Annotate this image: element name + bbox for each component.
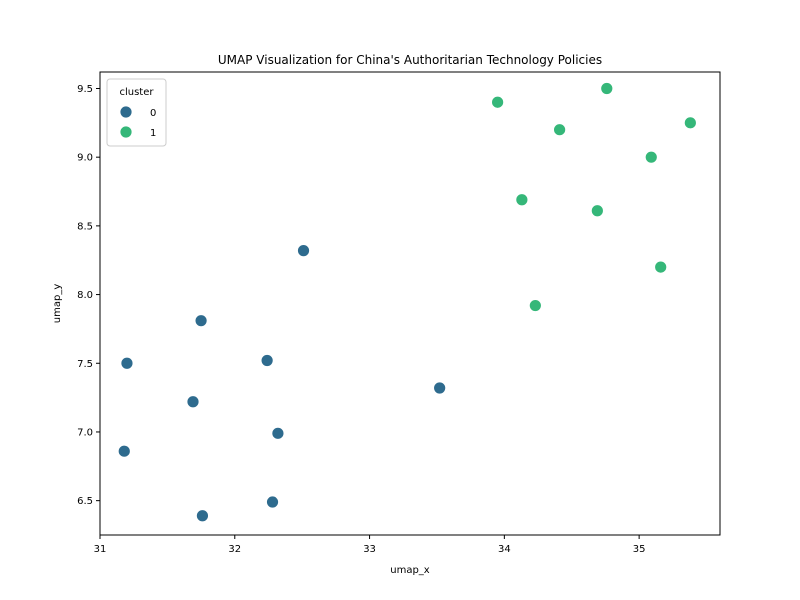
x-tick-label: 31 [94,544,107,555]
data-point-cluster-0 [433,381,447,395]
data-point-cluster-1 [654,260,668,274]
plot-background [100,72,720,535]
data-point-cluster-1 [600,82,614,95]
y-tick-label: 9.0 [77,153,93,164]
x-tick-label: 35 [633,544,646,555]
data-point-cluster-1 [590,204,604,218]
legend-marker-0 [119,105,133,119]
data-point-cluster-0 [266,495,279,509]
x-axis-ticks: 31 32 33 34 35 [94,535,646,555]
data-point-cluster-0 [194,314,208,328]
data-point-cluster-1 [683,116,697,130]
data-point-cluster-0 [117,444,131,458]
data-point-cluster-0 [196,509,209,523]
x-tick-label: 32 [228,544,241,555]
scatter-points [117,82,697,523]
chart-title: UMAP Visualization for China's Authorita… [218,53,602,67]
data-point-cluster-0 [120,356,134,370]
data-point-cluster-0 [260,354,274,367]
x-tick-label: 34 [498,544,511,555]
y-tick-label: 6.5 [77,496,93,507]
x-axis-label: umap_x [390,565,430,576]
legend-marker-1 [119,125,133,139]
legend-label-0: 0 [150,108,156,119]
data-point-cluster-1 [515,193,529,207]
y-tick-label: 9.5 [77,84,93,95]
y-axis-label: umap_y [52,284,63,324]
data-point-cluster-0 [271,426,285,440]
data-point-cluster-0 [297,244,310,258]
y-tick-label: 8.0 [77,290,93,301]
legend-title: cluster [119,87,154,98]
y-tick-label: 7.5 [77,359,93,370]
data-point-cluster-1 [491,95,505,109]
legend-label-1: 1 [150,128,156,139]
y-tick-label: 7.0 [77,427,93,438]
x-tick-label: 33 [363,544,376,555]
y-axis-ticks: 6.5 7.0 7.5 8.0 8.5 9.0 9.5 [77,84,100,507]
data-point-cluster-1 [528,299,542,312]
plot-frame [99,71,721,536]
data-point-cluster-1 [644,150,658,164]
legend: cluster 0 1 [106,78,167,147]
y-tick-label: 8.5 [77,221,93,232]
data-point-cluster-0 [186,395,200,409]
data-point-cluster-1 [553,123,567,137]
